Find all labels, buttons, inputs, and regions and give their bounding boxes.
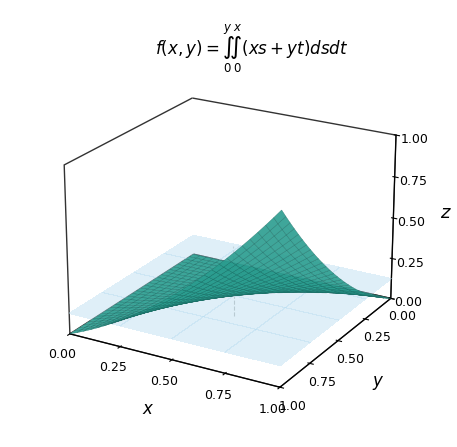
- Y-axis label: y: y: [373, 372, 383, 390]
- Text: $f(x, y) = \underset{0\;0}{\overset{y\;x}{\int\!\!\int}}(xs + yt)dsdt$: $f(x, y) = \underset{0\;0}{\overset{y\;x…: [154, 22, 348, 75]
- X-axis label: x: x: [143, 400, 153, 418]
